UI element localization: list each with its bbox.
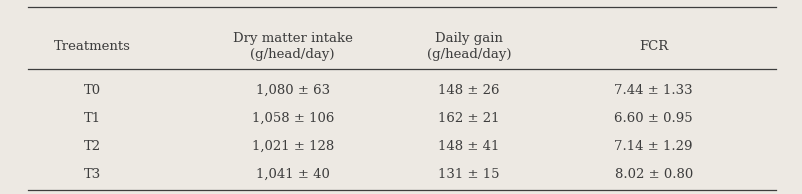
Text: Dry matter intake
(g/head/day): Dry matter intake (g/head/day) — [233, 32, 353, 61]
Text: 7.14 ± 1.29: 7.14 ± 1.29 — [614, 140, 693, 153]
Text: 7.44 ± 1.33: 7.44 ± 1.33 — [614, 84, 693, 97]
Text: 131 ± 15: 131 ± 15 — [439, 168, 500, 181]
Text: 1,080 ± 63: 1,080 ± 63 — [256, 84, 330, 97]
Text: 8.02 ± 0.80: 8.02 ± 0.80 — [614, 168, 693, 181]
Text: T3: T3 — [83, 168, 101, 181]
Text: T1: T1 — [83, 112, 101, 125]
Text: Daily gain
(g/head/day): Daily gain (g/head/day) — [427, 32, 512, 61]
Text: FCR: FCR — [639, 40, 668, 53]
Text: 148 ± 41: 148 ± 41 — [439, 140, 500, 153]
Text: 6.60 ± 0.95: 6.60 ± 0.95 — [614, 112, 693, 125]
Text: 148 ± 26: 148 ± 26 — [439, 84, 500, 97]
Text: T2: T2 — [83, 140, 101, 153]
Text: T0: T0 — [83, 84, 101, 97]
Text: 1,058 ± 106: 1,058 ± 106 — [252, 112, 334, 125]
Text: 1,021 ± 128: 1,021 ± 128 — [252, 140, 334, 153]
Text: 162 ± 21: 162 ± 21 — [439, 112, 500, 125]
Text: Treatments: Treatments — [54, 40, 131, 53]
Text: 1,041 ± 40: 1,041 ± 40 — [256, 168, 330, 181]
